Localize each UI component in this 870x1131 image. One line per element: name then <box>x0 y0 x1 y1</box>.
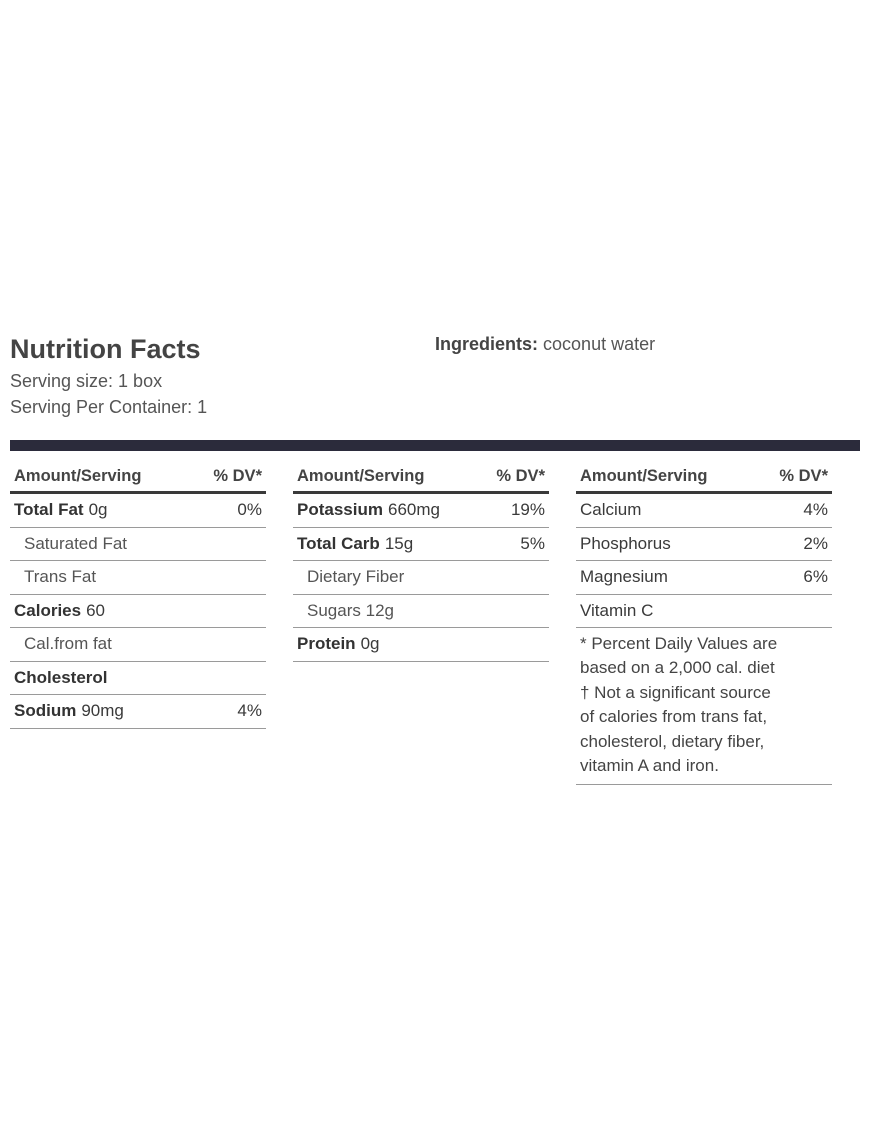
row: Sodium 90mg 4% <box>10 695 266 729</box>
name: Sodium <box>14 701 77 721</box>
amount: 60 <box>86 600 106 620</box>
name: Total Carb <box>297 533 380 553</box>
dv: 4% <box>237 701 262 721</box>
note-line: † Not a significant source <box>580 682 771 702</box>
amount: 90mg <box>81 701 124 721</box>
name: Phosphorus <box>580 533 671 553</box>
row: Sugars 12g <box>293 595 549 628</box>
ingredients: Ingredients: coconut water <box>435 334 655 355</box>
note-line: of calories from trans fat, <box>580 707 768 727</box>
name: Magnesium <box>580 567 668 587</box>
servings: Serving Per Container: 1 <box>10 397 208 417</box>
row: Trans Fat <box>10 561 266 595</box>
note-line: based on a 2,000 cal. diet <box>580 658 775 678</box>
row: Vitamin C <box>576 595 832 628</box>
dv: 0% <box>237 500 262 520</box>
name: Vitamin C <box>580 600 654 620</box>
row: Total Carb 15g 5% <box>293 528 549 561</box>
note-line: cholesterol, dietary fiber, <box>580 731 765 751</box>
dv: 4% <box>803 500 828 520</box>
row: Dietary Fiber <box>293 561 549 595</box>
ingredients-text: coconut water <box>543 334 656 354</box>
dv: 5% <box>520 533 545 553</box>
name: Cal.from fat <box>24 634 112 654</box>
name: Sugars <box>307 600 361 620</box>
name: Calcium <box>580 500 642 520</box>
row: Calories 60 <box>10 595 266 628</box>
column: Amount/Serving % DV* Total Fat 0g 0% Satura… <box>10 462 266 729</box>
amount: 15g <box>384 533 414 553</box>
dv: 2% <box>803 533 828 553</box>
name: Cholesterol <box>14 667 108 687</box>
name: Saturated Fat <box>24 533 128 553</box>
head: Amount/Serving <box>297 467 425 485</box>
column-header: Amount/Serving % DV* <box>10 462 266 494</box>
row: Magnesium 6% <box>576 561 832 595</box>
note-line: * Percent Daily Values are <box>580 634 778 653</box>
row: Cholesterol <box>10 662 266 695</box>
row: Total Fat 0g 0% <box>10 494 266 528</box>
name: Trans Fat <box>24 567 97 587</box>
column: Amount/Serving % DV* Potassium 660mg 19% To… <box>293 462 549 662</box>
head: % DV* <box>496 467 545 485</box>
row: Protein 0g <box>293 628 549 662</box>
name: Protein <box>297 634 356 654</box>
column-header: Amount/Serving % DV* <box>576 462 832 494</box>
amount: 0g <box>360 634 380 654</box>
amount: 12g <box>365 600 394 620</box>
head: % DV* <box>779 467 828 485</box>
amount: 0g <box>88 500 108 520</box>
name: Dietary Fiber <box>307 567 405 587</box>
head: % DV* <box>213 467 262 485</box>
dv: 19% <box>510 500 545 520</box>
column-header: Amount/Serving % DV* <box>293 462 549 494</box>
column: Amount/Serving % DV* Calcium 4% Phosphorus… <box>576 462 832 786</box>
name: Calories <box>14 600 82 620</box>
amount: 660mg <box>387 500 440 520</box>
footnote: * Percent Daily Values are based on a 2,… <box>576 628 832 786</box>
ingredients-label: Ingredients: <box>435 334 539 354</box>
row: Phosphorus 2% <box>576 528 832 561</box>
note-line: vitamin A and iron. <box>580 756 719 776</box>
dv: 6% <box>803 567 828 587</box>
divider-bar <box>10 440 860 451</box>
row: Saturated Fat <box>10 528 266 561</box>
row: Potassium 660mg 19% <box>293 494 549 528</box>
serving-size: Serving size: 1 box <box>10 371 163 391</box>
head: Amount/Serving <box>580 467 708 485</box>
head: Amount/Serving <box>14 467 142 485</box>
title: Nutrition Facts <box>10 334 201 364</box>
row: Calcium 4% <box>576 494 832 528</box>
name: Potassium <box>297 500 383 520</box>
name: Total Fat <box>14 500 84 520</box>
row: Cal.from fat <box>10 628 266 662</box>
